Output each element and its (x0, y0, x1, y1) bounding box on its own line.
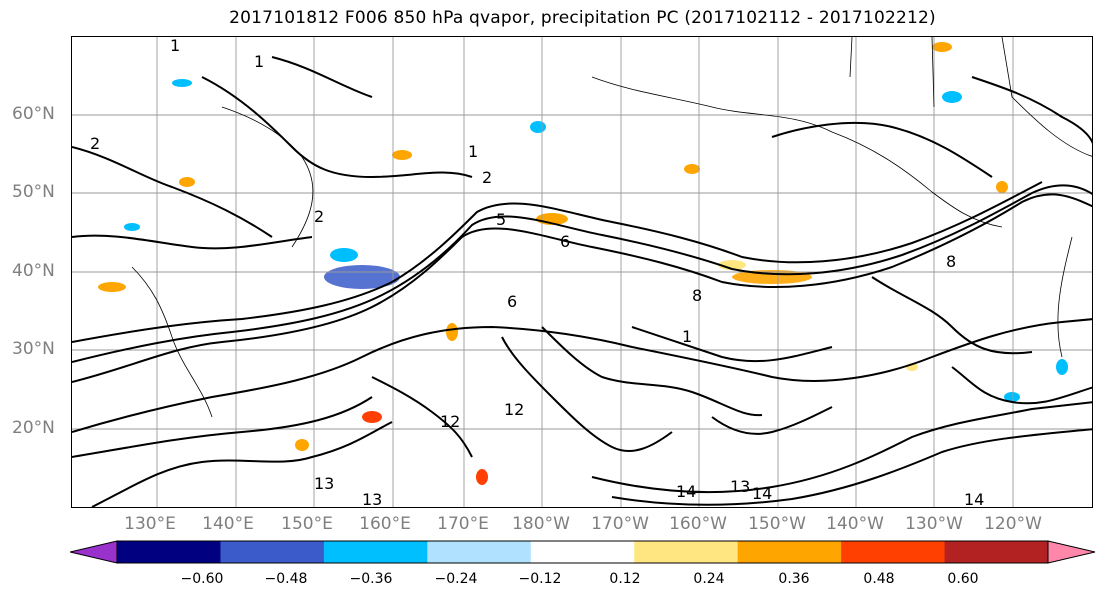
contour-label: 12 (440, 412, 460, 431)
lon-label: 160°E (359, 514, 411, 534)
contour-label: 2 (314, 207, 324, 226)
lat-label: 60°N (12, 104, 55, 124)
colorbar (70, 540, 1096, 564)
lat-label: 30°N (12, 339, 55, 359)
contour-label: 14 (964, 490, 984, 508)
contour-label: 5 (496, 210, 506, 229)
colorbar-bin (634, 541, 739, 563)
lat-label: 40°N (12, 261, 55, 281)
contour-label: 1 (254, 52, 264, 71)
colorbar-tick-label: −0.12 (518, 571, 562, 587)
map-panel: 1 1 2 2 1 2 5 6 8 6 8 12 12 13 13 14 13 … (71, 36, 1093, 508)
lat-label: 20°N (12, 418, 55, 438)
colorbar-tick-label: 0.60 (947, 571, 979, 587)
colorbar-tick-label: −0.60 (180, 571, 224, 587)
colorbar-extend-low (70, 540, 118, 564)
lon-label: 120°W (984, 514, 1042, 534)
contour-label: 8 (692, 286, 702, 305)
contour-label: 2 (482, 168, 492, 187)
colorbar-tick-label: 0.48 (863, 571, 895, 587)
contour-label: 13 (730, 477, 750, 496)
colorbar-tick-label: −0.48 (264, 571, 308, 587)
colorbar-outline (116, 540, 1049, 564)
contour-label: 1 (170, 37, 180, 55)
map-title: 2017101812 F006 850 hPa qvapor, precipit… (229, 8, 936, 28)
coastlines (131, 37, 1092, 418)
colorbar-tick-label: 0.36 (778, 571, 810, 587)
lon-label: 130°E (124, 514, 176, 534)
contour-label: 13 (314, 474, 334, 493)
lon-label: 180°W (512, 514, 570, 534)
lon-label: 170°W (591, 514, 649, 534)
contour-label: 1 (682, 327, 692, 346)
lon-label: 170°E (437, 514, 489, 534)
lon-label: 150°E (281, 514, 333, 534)
colorbar-tick-label: −0.24 (434, 571, 478, 587)
lat-label: 50°N (12, 182, 55, 202)
lon-label: 160°W (669, 514, 727, 534)
contour-label: 6 (507, 292, 517, 311)
colorbar-bin (530, 541, 635, 563)
lon-label: 140°W (826, 514, 884, 534)
lon-label: 130°W (905, 514, 963, 534)
contour-label: 14 (752, 484, 772, 503)
colorbar-bin (323, 541, 428, 563)
contour-label: 6 (560, 232, 570, 251)
colorbar-tick-label: −0.36 (349, 571, 393, 587)
contour-label: 13 (362, 490, 382, 508)
lon-label: 140°E (202, 514, 254, 534)
precip-patches (98, 42, 1068, 485)
colorbar-bin (427, 541, 532, 563)
map-plot-area: 1 1 2 2 1 2 5 6 8 6 8 12 12 13 13 14 13 … (72, 37, 1092, 508)
graticule (72, 37, 1092, 507)
contour-label: 8 (946, 252, 956, 271)
contour-label-group: 1 1 2 2 1 2 5 6 8 6 8 12 12 13 13 14 13 … (90, 37, 984, 508)
contour-label: 2 (90, 134, 100, 153)
colorbar-bin (117, 541, 221, 563)
contour-label: 14 (676, 482, 696, 501)
colorbar-segments (70, 540, 1096, 564)
contour-label: 1 (468, 142, 478, 161)
colorbar-tick-label: 0.24 (693, 571, 725, 587)
colorbar-extend-high (1047, 540, 1096, 564)
colorbar-bin (841, 541, 946, 563)
colorbar-bin (944, 541, 1049, 563)
lon-label: 150°W (748, 514, 806, 534)
colorbar-bin (220, 541, 325, 563)
colorbar-tick-label: 0.12 (609, 571, 641, 587)
contour-label: 12 (504, 400, 524, 419)
colorbar-bin (737, 541, 842, 563)
qvapor-contours (72, 56, 1092, 507)
